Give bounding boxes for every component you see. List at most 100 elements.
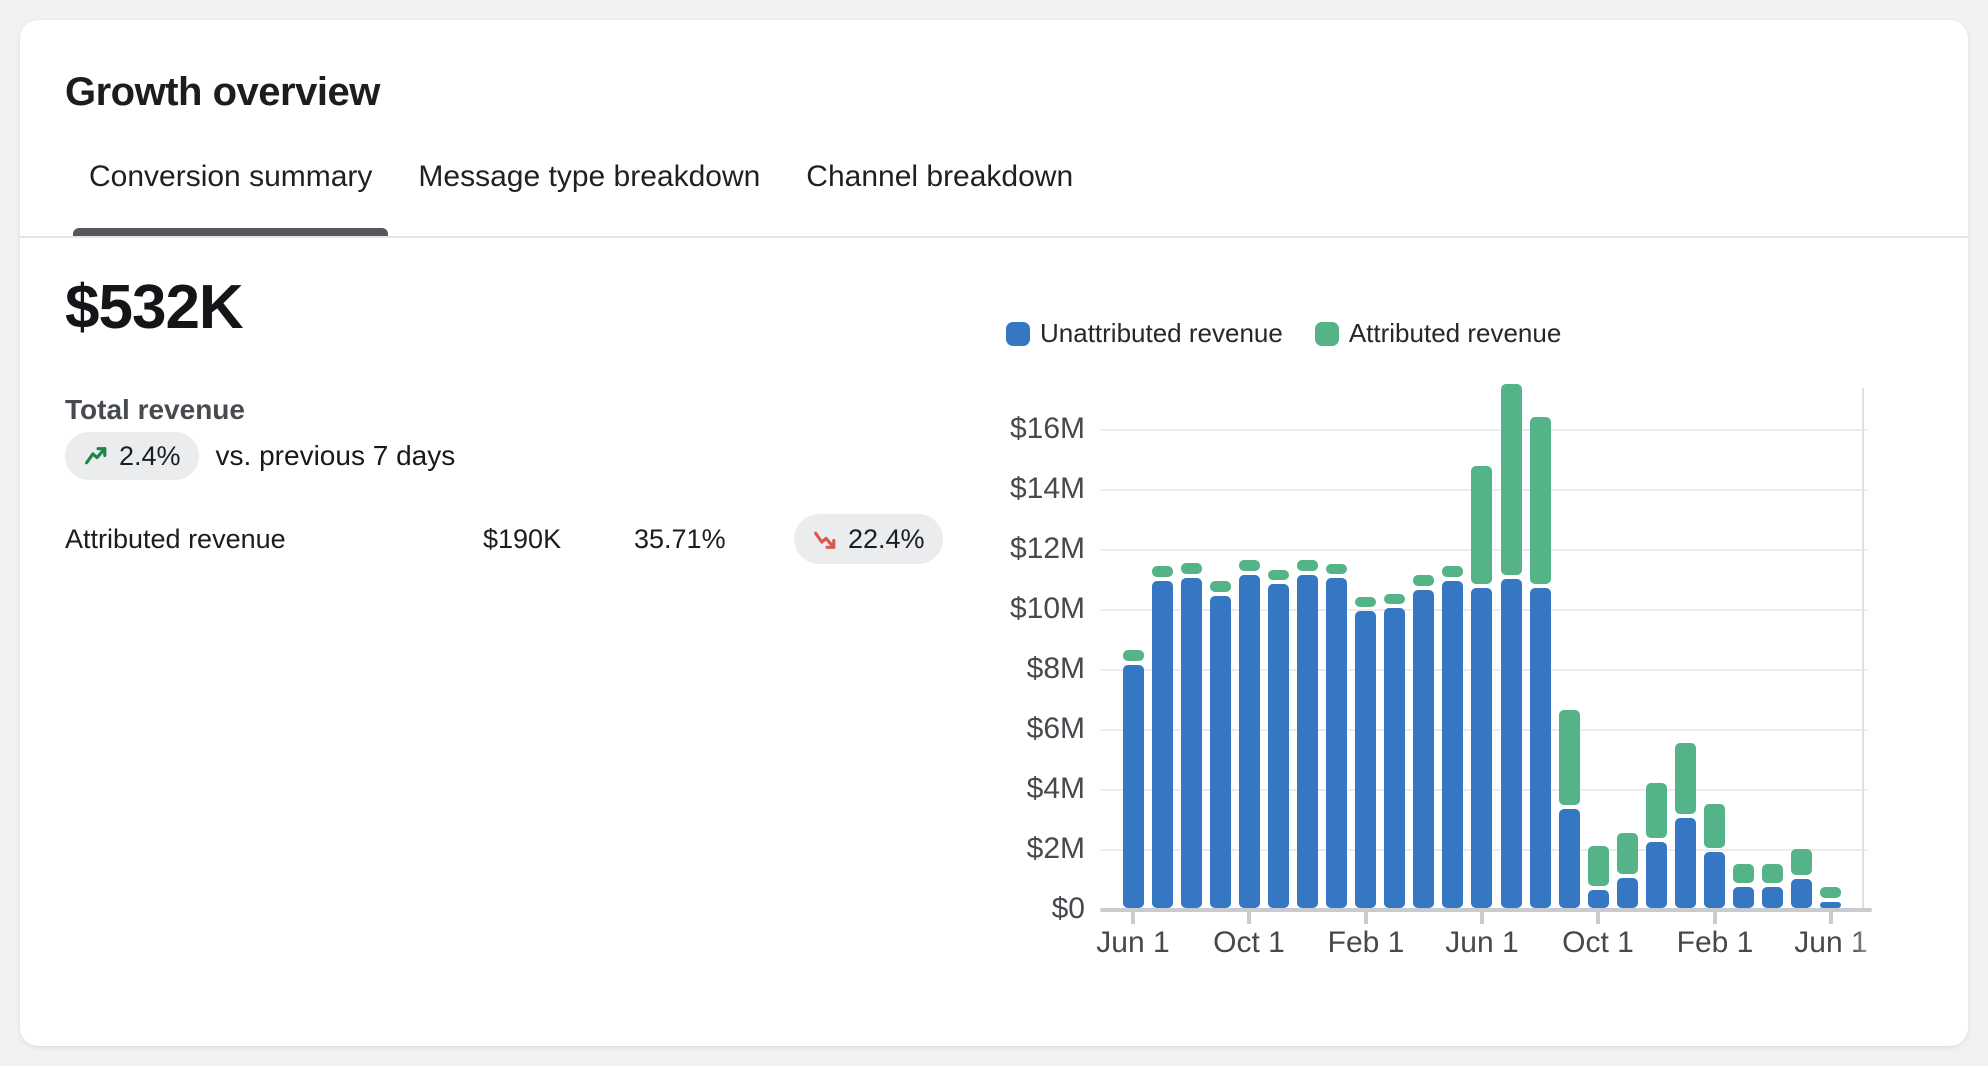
x-tick-mark xyxy=(1364,912,1368,924)
y-gridline xyxy=(1100,429,1868,431)
bar-unattributed[interactable] xyxy=(1733,887,1754,908)
bar-unattributed[interactable] xyxy=(1646,842,1667,908)
bar-unattributed[interactable] xyxy=(1791,879,1812,908)
bar-unattributed[interactable] xyxy=(1152,581,1173,908)
bar-unattributed[interactable] xyxy=(1588,890,1609,908)
y-axis-label: $14M xyxy=(1009,472,1085,505)
y-axis-label: $4M xyxy=(1026,772,1085,805)
trend-down-icon xyxy=(812,526,839,553)
x-tick-mark xyxy=(1480,912,1484,924)
page-title: Growth overview xyxy=(65,70,380,114)
bar-attributed[interactable] xyxy=(1181,563,1202,574)
y-axis-label: $10M xyxy=(1009,592,1085,625)
bar-attributed[interactable] xyxy=(1530,417,1551,584)
bar-unattributed[interactable] xyxy=(1617,878,1638,908)
y-axis-label: $2M xyxy=(1026,832,1085,865)
bar-attributed[interactable] xyxy=(1733,864,1754,883)
x-axis-baseline xyxy=(1100,908,1872,912)
bar-unattributed[interactable] xyxy=(1239,575,1260,908)
bar-attributed[interactable] xyxy=(1152,566,1173,577)
bar-unattributed[interactable] xyxy=(1559,809,1580,908)
attributed-revenue-label: Attributed revenue xyxy=(65,524,286,554)
bar-unattributed[interactable] xyxy=(1704,852,1725,908)
bar-attributed[interactable] xyxy=(1559,710,1580,805)
bar-attributed[interactable] xyxy=(1384,594,1405,604)
bar-unattributed[interactable] xyxy=(1384,608,1405,908)
y-axis-label: $16M xyxy=(1009,412,1085,445)
trend-up-icon xyxy=(83,443,110,470)
x-axis-label: Feb 1 xyxy=(1676,926,1754,959)
bar-attributed[interactable] xyxy=(1617,833,1638,874)
attributed-change-badge: 22.4% xyxy=(794,514,943,564)
x-label-fade-overlay xyxy=(1852,918,1896,976)
x-tick-mark xyxy=(1247,912,1251,924)
tab-bar: Conversion summary Message type breakdow… xyxy=(73,158,1089,238)
attributed-revenue-row: Attributed revenue $190K 35.71% 22.4% xyxy=(20,514,1968,564)
bar-attributed[interactable] xyxy=(1471,466,1492,584)
y-axis-label: $6M xyxy=(1026,712,1085,745)
tab-conversion-summary[interactable]: Conversion summary xyxy=(73,158,389,238)
change-badge-value: 2.4% xyxy=(119,440,181,471)
bar-attributed[interactable] xyxy=(1239,560,1260,571)
bar-attributed[interactable] xyxy=(1762,864,1783,883)
bar-unattributed[interactable] xyxy=(1210,596,1231,908)
total-revenue-value: $532K xyxy=(65,273,244,342)
bar-unattributed[interactable] xyxy=(1326,578,1347,908)
bar-unattributed[interactable] xyxy=(1675,818,1696,908)
bar-attributed[interactable] xyxy=(1413,575,1434,586)
bar-attributed[interactable] xyxy=(1442,566,1463,577)
bar-unattributed[interactable] xyxy=(1501,579,1522,908)
x-tick-mark xyxy=(1713,912,1717,924)
x-axis-label: Jun 1 xyxy=(1096,926,1170,959)
bar-unattributed[interactable] xyxy=(1297,575,1318,908)
legend-item-attributed[interactable]: Attributed revenue xyxy=(1314,318,1562,349)
tab-channel-breakdown[interactable]: Channel breakdown xyxy=(806,160,1074,193)
change-badge-row: 2.4% vs. previous 7 days xyxy=(65,432,455,480)
bar-unattributed[interactable] xyxy=(1442,581,1463,908)
bar-attributed[interactable] xyxy=(1355,597,1376,607)
bar-attributed[interactable] xyxy=(1268,570,1289,580)
legend-label-attributed: Attributed revenue xyxy=(1348,318,1562,348)
bar-unattributed[interactable] xyxy=(1471,588,1492,908)
bar-unattributed[interactable] xyxy=(1530,588,1551,908)
bar-attributed[interactable] xyxy=(1297,560,1318,571)
x-axis-label: Jun 1 xyxy=(1445,926,1519,959)
bar-attributed[interactable] xyxy=(1704,804,1725,848)
bar-attributed[interactable] xyxy=(1210,581,1231,592)
x-tick-mark xyxy=(1596,912,1600,924)
legend-item-unattributed[interactable]: Unattributed revenue xyxy=(1006,318,1283,349)
bar-attributed[interactable] xyxy=(1646,783,1667,838)
x-axis-label: Oct 1 xyxy=(1562,926,1634,959)
x-axis-label: Feb 1 xyxy=(1327,926,1405,959)
bar-attributed[interactable] xyxy=(1791,849,1812,875)
y-axis-label: $8M xyxy=(1026,652,1085,685)
bar-attributed[interactable] xyxy=(1820,887,1841,898)
bar-unattributed[interactable] xyxy=(1123,665,1144,908)
plot-right-edge-line xyxy=(1862,388,1864,908)
bar-attributed[interactable] xyxy=(1675,743,1696,814)
change-badge: 2.4% xyxy=(65,432,199,480)
bar-unattributed[interactable] xyxy=(1181,578,1202,908)
total-revenue-label: Total revenue xyxy=(65,394,245,425)
x-axis-label: Oct 1 xyxy=(1213,926,1285,959)
growth-overview-card: Growth overview Conversion summary Messa… xyxy=(20,20,1968,1046)
bar-unattributed[interactable] xyxy=(1413,590,1434,908)
bar-attributed[interactable] xyxy=(1501,384,1522,575)
x-axis-label: Jun 1 xyxy=(1794,926,1868,959)
bar-unattributed[interactable] xyxy=(1762,887,1783,908)
tab-message-type-breakdown[interactable]: Message type breakdown xyxy=(418,160,761,193)
bar-unattributed[interactable] xyxy=(1268,584,1289,908)
attributed-revenue-value: $190K xyxy=(483,524,562,554)
bar-attributed[interactable] xyxy=(1326,564,1347,574)
unattributed-swatch xyxy=(1006,321,1030,346)
bar-attributed[interactable] xyxy=(1123,650,1144,661)
x-tick-mark xyxy=(1829,912,1833,924)
bar-attributed[interactable] xyxy=(1588,846,1609,886)
legend-label-unattributed: Unattributed revenue xyxy=(1040,318,1283,348)
x-tick-mark xyxy=(1131,912,1135,924)
attributed-revenue-percent: 35.71% xyxy=(634,524,726,554)
bar-unattributed[interactable] xyxy=(1355,611,1376,908)
bar-unattributed[interactable] xyxy=(1820,902,1841,908)
chart-legend: Unattributed revenue Attributed revenue xyxy=(1006,318,1561,349)
